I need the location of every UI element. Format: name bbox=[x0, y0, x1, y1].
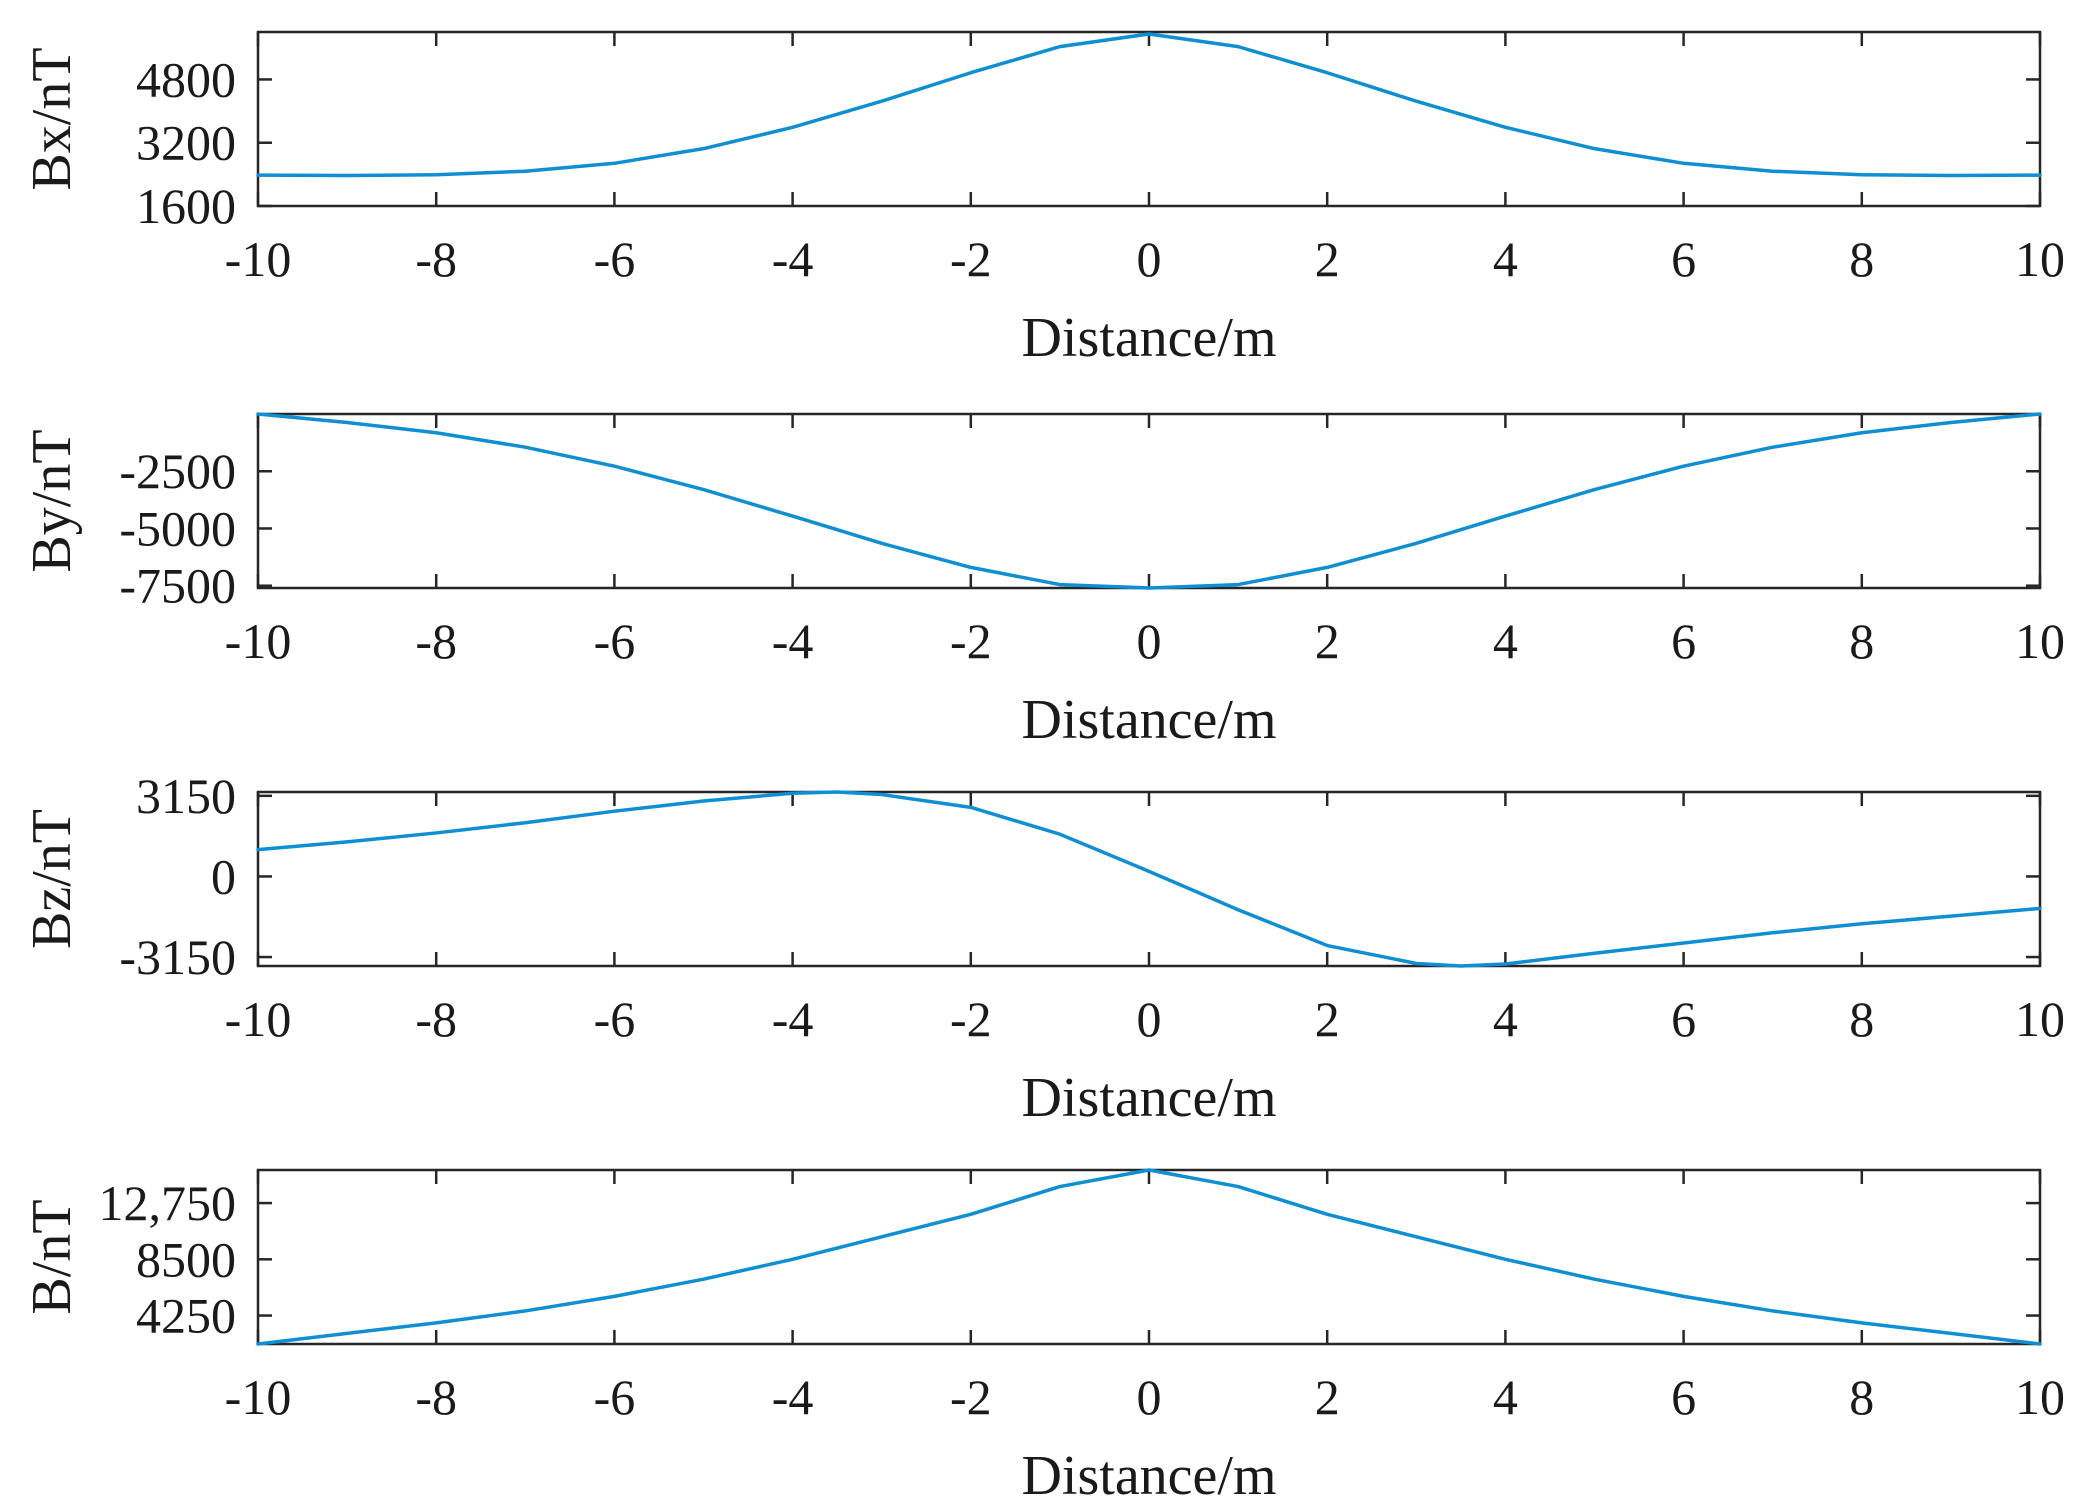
x-tick-label: 8 bbox=[1849, 1369, 1874, 1425]
x-axis-title: Distance/m bbox=[1021, 689, 1276, 751]
series-line-1 bbox=[256, 790, 2042, 968]
x-tick-label: -6 bbox=[594, 1369, 636, 1425]
y-tick-label: -7500 bbox=[119, 558, 236, 614]
x-tick-label: 6 bbox=[1671, 1369, 1696, 1425]
x-tick-label: 0 bbox=[1137, 231, 1162, 287]
plot-frame bbox=[256, 412, 2042, 590]
x-tick-label: 10 bbox=[2015, 613, 2065, 669]
x-axis-title: Distance/m bbox=[1021, 1067, 1276, 1129]
chart-panel-2: -10 -8 -6 -4 -2 0 2 4 6 8 10 -2500-5000-7500 Distanc… bbox=[21, 412, 2065, 751]
x-tick-label: 4 bbox=[1493, 1369, 1518, 1425]
y-tick-label: -2500 bbox=[119, 443, 236, 499]
y-tick-label: 4250 bbox=[136, 1288, 236, 1344]
x-tick-label: 4 bbox=[1493, 231, 1518, 287]
x-tick-label: -10 bbox=[225, 613, 292, 669]
x-tick-label: 0 bbox=[1137, 991, 1162, 1047]
x-tick-label: -10 bbox=[225, 1369, 292, 1425]
x-tick-label: -10 bbox=[225, 991, 292, 1047]
x-tick-label: -2 bbox=[950, 613, 992, 669]
x-tick-label: -8 bbox=[415, 231, 457, 287]
x-tick-label: 8 bbox=[1849, 231, 1874, 287]
series-line-1 bbox=[256, 32, 2042, 178]
x-tick-label: -6 bbox=[594, 231, 636, 287]
x-tick-label: 10 bbox=[2015, 991, 2065, 1047]
x-tick-label: -8 bbox=[415, 991, 457, 1047]
x-tick-label: 10 bbox=[2015, 231, 2065, 287]
x-tick-label: 2 bbox=[1315, 991, 1340, 1047]
chart-panel-1: -10 -8 -6 -4 -2 0 2 4 6 8 10 1600 3200 4800 Distance/m… bbox=[21, 30, 2065, 369]
x-tick-label: 4 bbox=[1493, 613, 1518, 669]
x-tick-label: -2 bbox=[950, 231, 992, 287]
x-tick-label: 8 bbox=[1849, 991, 1874, 1047]
x-tick-label: 6 bbox=[1671, 613, 1696, 669]
y-axis-title: Bz/nT bbox=[21, 809, 83, 949]
x-axis-title: Distance/m bbox=[1021, 1445, 1276, 1507]
x-tick-label: -4 bbox=[772, 991, 814, 1047]
x-tick-label: 10 bbox=[2015, 1369, 2065, 1425]
x-tick-label: -4 bbox=[772, 613, 814, 669]
x-tick-label: 4 bbox=[1493, 991, 1518, 1047]
plot-frame bbox=[256, 30, 2042, 208]
x-tick-label: -8 bbox=[415, 1369, 457, 1425]
plot-frame bbox=[256, 1168, 2042, 1346]
x-tick-label: 0 bbox=[1137, 613, 1162, 669]
x-tick-label: -6 bbox=[594, 613, 636, 669]
y-tick-label: -3150 bbox=[119, 929, 236, 985]
chart-panel-3: -10 -8 -6 -4 -2 0 2 4 6 8 10 3150 0 -3150 Distance/m Bz… bbox=[21, 768, 2065, 1129]
x-tick-label: -6 bbox=[594, 991, 636, 1047]
x-tick-label: -2 bbox=[950, 991, 992, 1047]
series-line-1 bbox=[256, 1168, 2042, 1346]
y-tick-label: 3150 bbox=[136, 768, 236, 824]
y-tick-label: 8500 bbox=[136, 1231, 236, 1287]
y-tick-label: 0 bbox=[211, 848, 236, 904]
x-tick-label: -4 bbox=[772, 231, 814, 287]
y-tick-label: 3200 bbox=[136, 115, 236, 171]
y-tick-label: -5000 bbox=[119, 500, 236, 556]
x-tick-label: -10 bbox=[225, 231, 292, 287]
x-tick-label: 6 bbox=[1671, 991, 1696, 1047]
x-tick-label: 0 bbox=[1137, 1369, 1162, 1425]
x-tick-label: 6 bbox=[1671, 231, 1696, 287]
x-tick-label: -4 bbox=[772, 1369, 814, 1425]
y-tick-label: 1600 bbox=[136, 178, 236, 234]
y-axis-title: Bx/nT bbox=[21, 47, 83, 190]
x-tick-label: -8 bbox=[415, 613, 457, 669]
y-axis-title: B/nT bbox=[21, 1199, 83, 1314]
x-tick-label: 2 bbox=[1315, 613, 1340, 669]
y-tick-label: 12,750 bbox=[99, 1175, 237, 1231]
x-axis-title: Distance/m bbox=[1021, 307, 1276, 369]
x-tick-label: 8 bbox=[1849, 613, 1874, 669]
y-tick-label: 4800 bbox=[136, 51, 236, 107]
series-line-1 bbox=[256, 412, 2042, 590]
y-axis-title: By/nT bbox=[21, 429, 83, 572]
x-tick-label: 2 bbox=[1315, 231, 1340, 287]
x-tick-label: -2 bbox=[950, 1369, 992, 1425]
plot-frame bbox=[256, 790, 2042, 968]
x-tick-label: 2 bbox=[1315, 1369, 1340, 1425]
